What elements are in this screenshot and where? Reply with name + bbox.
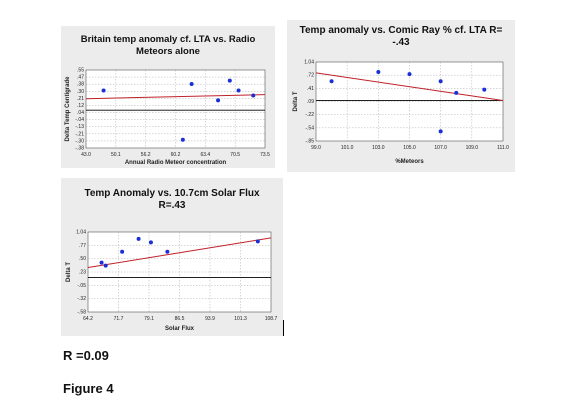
x-axis-label: Solar Flux <box>165 326 195 332</box>
y-tick-label: -.54 <box>305 125 314 131</box>
data-point <box>236 88 241 93</box>
y-tick-label: .38 <box>77 82 84 88</box>
x-tick-label: 86.5 <box>175 316 185 322</box>
x-tick-label: 107.0 <box>434 145 447 151</box>
x-tick-label: 73.5 <box>260 152 270 158</box>
y-tick-label: .77 <box>79 243 86 249</box>
y-tick-label: -.58 <box>77 310 86 316</box>
y-tick-label: -.22 <box>305 112 314 118</box>
chart-panel-solar-flux: Temp Anomaly vs. 10.7cm Solar Flux R=.43… <box>61 178 283 336</box>
y-tick-label: -.38 <box>75 146 84 152</box>
y-tick-label: 1.04 <box>76 230 86 236</box>
chart-cosmic-ray: 99.0 101.0 103.0 105.0 107.0 109.0 111.0 1.04 .7… <box>293 60 509 166</box>
y-tick-label: -.85 <box>305 139 314 145</box>
chart-title: Temp Anomaly vs. 10.7cm Solar Flux R=.43 <box>61 188 283 212</box>
chart-panel-radio-meteors: Britain temp anomaly cf. LTA vs. Radio M… <box>61 26 275 168</box>
data-point <box>255 239 260 244</box>
y-tick-label: .50 <box>79 256 86 262</box>
data-point <box>251 93 256 98</box>
x-tick-label: 111.0 <box>497 145 509 151</box>
data-point <box>165 249 170 254</box>
chart-title-line-2: -.43 <box>392 37 410 48</box>
x-tick-label: 63.4 <box>200 152 210 158</box>
data-point <box>101 88 106 93</box>
trend-line <box>315 72 504 101</box>
chart-solar-flux: 64.2 71.7 79.1 86.5 93.9 101.3 108.7 1.04 .77 .50… <box>66 230 278 333</box>
data-point <box>180 137 185 142</box>
data-point <box>329 79 334 84</box>
chart-title-line-1: Temp anomaly vs. Comic Ray % cf. LTA R= <box>299 25 503 36</box>
y-tick-label: -.32 <box>77 296 86 302</box>
y-tick-label: .04 <box>77 110 84 116</box>
divider-line <box>283 320 284 336</box>
y-tick-label: .21 <box>77 96 84 102</box>
x-tick-label: 108.7 <box>265 316 278 322</box>
y-axis-label: Delta T <box>66 262 72 282</box>
x-tick-label: 103.0 <box>372 145 385 151</box>
chart-title-line-2: R=.43 <box>158 200 186 211</box>
y-tick-label: -.13 <box>75 124 84 130</box>
y-tick-label: -.21 <box>75 131 84 137</box>
x-tick-label: 109.0 <box>466 145 479 151</box>
x-tick-label: 101.3 <box>234 316 247 322</box>
y-tick-label: .23 <box>79 270 86 276</box>
data-point <box>482 87 487 92</box>
chart-panel-cosmic-ray: Temp anomaly vs. Comic Ray % cf. LTA R= … <box>287 20 515 172</box>
y-tick-label: .30 <box>77 89 84 95</box>
trend-line <box>85 94 266 100</box>
x-tick-label: 56.2 <box>141 152 151 158</box>
x-tick-label: 79.1 <box>144 316 154 322</box>
data-point <box>407 72 412 77</box>
chart-title: Temp anomaly vs. Comic Ray % cf. LTA R= … <box>287 25 515 49</box>
data-point <box>454 90 459 95</box>
x-tick-label: 70.5 <box>230 152 240 158</box>
y-tick-label: .09 <box>307 99 314 105</box>
y-tick-label: .47 <box>77 75 84 81</box>
y-tick-label: .12 <box>77 103 84 109</box>
x-tick-label: 43.0 <box>81 152 91 158</box>
data-point <box>438 79 443 84</box>
r-value-caption: R =0.09 <box>63 348 109 363</box>
data-point <box>148 240 153 245</box>
data-point <box>136 236 141 241</box>
y-axis-label: Delta T <box>293 91 299 111</box>
chart-radio-meteors: 43.0 50.1 56.2 60.2 63.4 70.5 73.5 .55.47.38.30… <box>65 68 270 167</box>
x-tick-label: 64.2 <box>83 316 93 322</box>
x-tick-label: 50.1 <box>111 152 121 158</box>
chart-title-line-2: Meteors alone <box>136 46 200 57</box>
data-point <box>376 70 381 75</box>
data-point <box>120 249 125 254</box>
data-point <box>99 260 104 265</box>
y-tick-label: -.05 <box>77 283 86 289</box>
x-tick-label: 71.7 <box>114 316 124 322</box>
data-point <box>103 263 108 268</box>
y-tick-label: .41 <box>307 86 314 92</box>
data-point <box>216 98 221 103</box>
y-tick-label: .55 <box>77 68 84 74</box>
x-tick-label: 60.2 <box>171 152 181 158</box>
x-tick-label: 99.0 <box>311 145 321 151</box>
data-point <box>189 81 194 86</box>
trend-line <box>87 237 272 269</box>
y-tick-label: -.30 <box>75 138 84 144</box>
chart-title-line-1: Britain temp anomaly cf. LTA vs. Radio <box>80 34 256 45</box>
data-point <box>438 129 443 134</box>
x-tick-label: 105.0 <box>403 145 416 151</box>
x-tick-label: 101.0 <box>341 145 354 151</box>
y-tick-label: .72 <box>307 73 314 79</box>
y-tick-label: 1.04 <box>304 60 314 66</box>
y-axis-label: Delta Temp Centigrade <box>65 76 71 142</box>
chart-title-line-1: Temp Anomaly vs. 10.7cm Solar Flux <box>84 188 260 199</box>
chart-title: Britain temp anomaly cf. LTA vs. Radio M… <box>61 34 275 58</box>
x-axis-label: Annual Radio Meteor concentration <box>125 160 227 166</box>
figure-caption: Figure 4 <box>63 381 114 396</box>
x-tick-label: 93.9 <box>205 316 215 322</box>
data-point <box>227 78 232 83</box>
x-axis-label: %Meteors <box>395 159 424 165</box>
y-tick-label: -.04 <box>75 117 84 123</box>
